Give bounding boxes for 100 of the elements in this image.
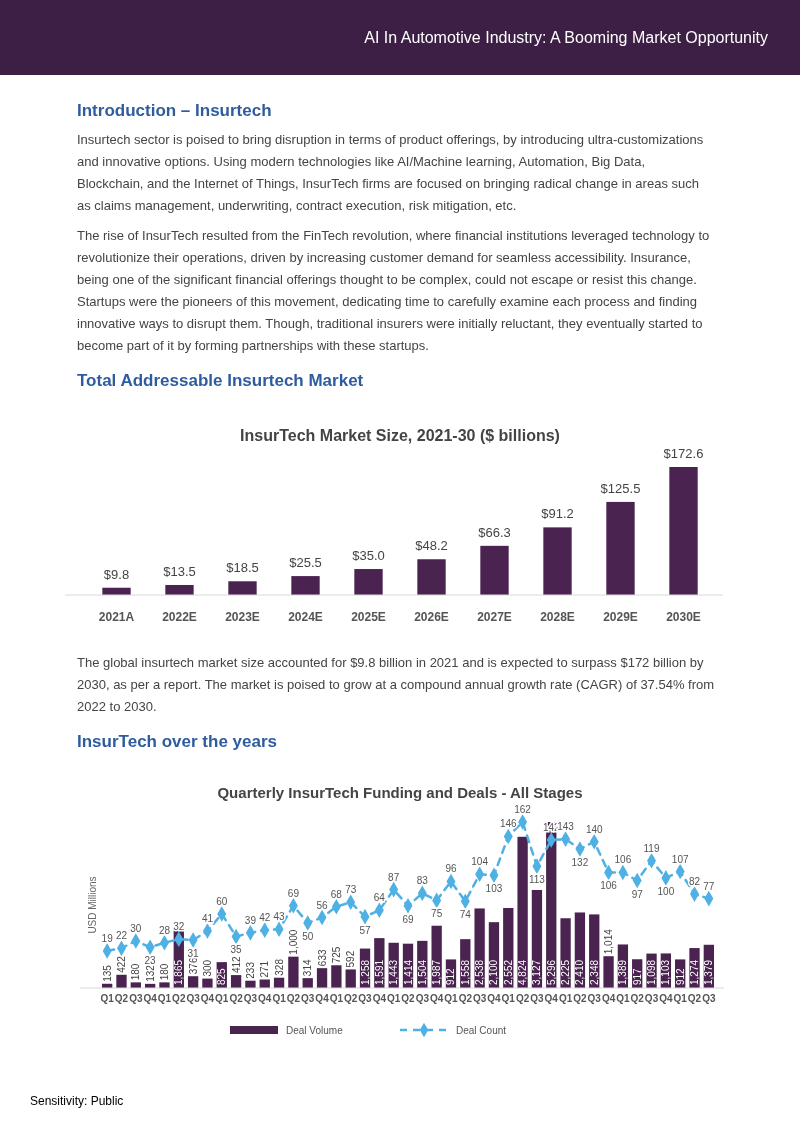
x-tick-label: Q3	[415, 993, 430, 1004]
data-label: 104	[471, 856, 489, 868]
text: AI In Automotive Industry: A Booming Market Opportunity	[0, 0, 800, 75]
data-label: 2,348	[588, 959, 600, 985]
bar	[288, 956, 299, 988]
data-label: 271	[259, 960, 271, 978]
data-label: 107	[671, 853, 689, 865]
y-axis-title: USD Millions	[87, 876, 98, 934]
bar	[417, 559, 446, 595]
data-label: 77	[703, 880, 715, 892]
x-tick-label: Q4	[429, 993, 444, 1004]
data-label: 1,865	[173, 959, 185, 985]
data-label: 106	[614, 854, 632, 866]
x-tick-label: Q3	[530, 993, 545, 1004]
data-label: $13.5	[163, 563, 196, 579]
data-label: 75	[431, 908, 443, 920]
data-label: $48.2	[415, 538, 448, 554]
text: Insurtech sector is poised to bring disruption in terms of product offerings, by introducing ultra-customizations and innovative options. Using modern technologies like AI/Machine learning, Automation, Big Data, Blockchain, and the Internet of Things, InsurTech firms are focused on bringing radical change in areas such as claims management, underwriting, contract execution, risk mitigation, etc.	[77, 131, 705, 215]
data-label: 2,552	[502, 959, 514, 985]
data-label: 4,824	[517, 959, 529, 985]
bar	[230, 975, 242, 988]
data-label: 1,443	[388, 959, 400, 985]
data-label: 19	[101, 932, 114, 944]
data-label: 69	[402, 913, 414, 925]
data-label: $66.3	[478, 524, 511, 540]
x-tick-label: Q2	[286, 993, 301, 1004]
data-label: 43	[273, 911, 286, 923]
data-label: 74	[459, 909, 472, 921]
data-label: 97	[631, 888, 644, 900]
x-tick-label: Q3	[644, 993, 659, 1004]
data-label: 140	[585, 823, 604, 835]
x-tick-label: Q2	[687, 993, 702, 1004]
data-label: 28	[158, 924, 171, 936]
x-tick-label: 2028E	[540, 610, 575, 624]
data-label: 180	[130, 963, 142, 981]
data-label: 1,558	[459, 959, 471, 985]
data-label: 1,103	[660, 959, 672, 985]
x-tick-label: Q1	[215, 993, 229, 1004]
data-label: $35.0	[352, 548, 385, 564]
x-tick-label: 2030E	[666, 610, 701, 624]
text: InsurTech over the years	[77, 732, 278, 752]
x-tick-label: 2029E	[603, 610, 638, 624]
bar	[116, 974, 127, 988]
bar	[517, 836, 528, 988]
data-label: 422	[115, 955, 127, 973]
bar	[669, 467, 698, 595]
x-tick-label: 2023E	[225, 610, 260, 624]
x-tick-label: Q2	[458, 993, 473, 1004]
data-label: 87	[388, 871, 400, 883]
data-label: 57	[359, 924, 372, 936]
data-label: 1,591	[373, 959, 385, 985]
x-tick-label: 2026E	[414, 610, 449, 624]
data-label: 2,225	[560, 959, 572, 985]
data-label: 103	[485, 883, 503, 895]
x-tick-label: Q4	[659, 993, 673, 1004]
data-label: $25.5	[289, 555, 322, 571]
data-label: 1,274	[689, 959, 701, 985]
data-label: 56	[316, 899, 329, 911]
x-tick-label: Q2	[515, 993, 530, 1004]
data-label: 143	[557, 821, 575, 833]
x-tick-label: Q3	[243, 993, 258, 1004]
data-label: 1,014	[603, 928, 615, 955]
data-label: 233	[244, 961, 256, 979]
data-label: 23	[144, 955, 157, 967]
x-tick-label: Q4	[487, 993, 502, 1004]
data-label: 328	[273, 958, 285, 976]
bar	[606, 501, 635, 595]
data-label: 2,538	[474, 959, 486, 985]
data-label: 314	[302, 959, 314, 977]
data-label: 73	[345, 884, 357, 896]
bar	[202, 978, 213, 988]
text: Total Addressable Insurtech Market	[77, 371, 365, 391]
chart-title: InsurTech Market Size, 2021-30 ($ billions)	[240, 427, 560, 444]
data-label: 42	[259, 912, 271, 924]
data-label: 917	[631, 967, 643, 985]
data-label: 31	[187, 948, 200, 960]
x-tick-label: Q2	[172, 993, 186, 1004]
chart-title: Quarterly InsurTech Funding and Deals - All Stages	[217, 784, 583, 801]
x-tick-label: Q4	[143, 993, 158, 1004]
data-label: 912	[445, 967, 457, 985]
x-tick-label: Q2	[401, 993, 416, 1004]
bar	[543, 527, 572, 595]
data-label: 83	[416, 875, 429, 887]
x-tick-label: Q1	[444, 993, 459, 1004]
data-label: 132	[144, 964, 156, 982]
data-label: 1,389	[617, 959, 629, 985]
data-label: 50	[302, 930, 314, 942]
x-tick-label: Q4	[601, 993, 616, 1004]
data-label: 64	[373, 892, 386, 904]
data-label: 1,504	[416, 959, 428, 985]
data-label: 592	[345, 950, 357, 968]
data-label: 60	[216, 895, 228, 907]
bar	[228, 581, 257, 595]
data-label: 825	[216, 967, 228, 985]
bar	[159, 982, 170, 988]
data-label: 146	[499, 818, 518, 830]
data-label: 22	[115, 930, 128, 942]
data-label: 106	[600, 880, 618, 892]
x-tick-label: Q1	[387, 993, 401, 1004]
x-tick-label: Q3	[301, 993, 315, 1004]
